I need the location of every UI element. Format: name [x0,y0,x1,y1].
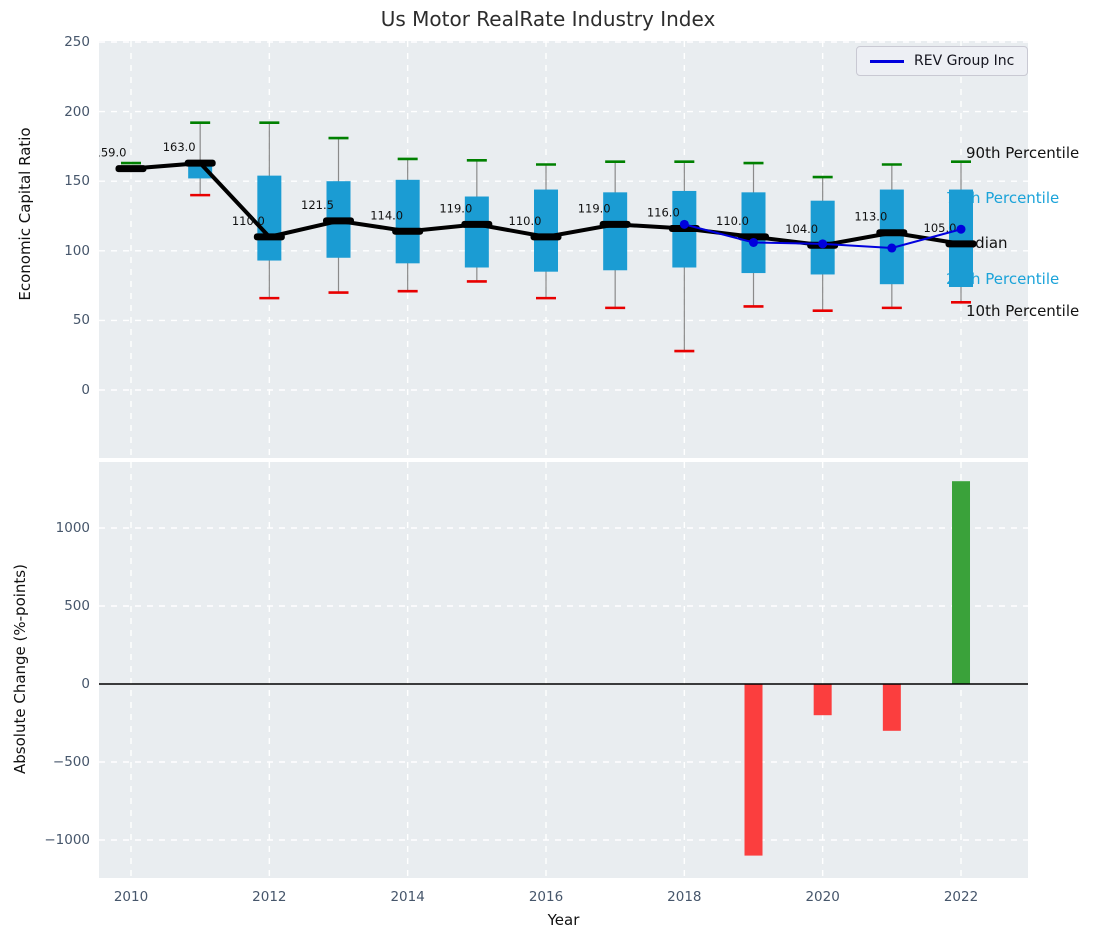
annotation-75th-percentile: 75th Percentile [946,189,1060,207]
legend-label: REV Group Inc [914,53,1015,69]
x-axis-label: Year [547,911,580,929]
median-value-label-2014: 114.0 [370,208,403,222]
median-value-label-2021: 113.0 [854,210,887,224]
median-dash-2011 [184,159,216,167]
rev-group-point-2021 [887,243,897,253]
rev-group-point-2019 [749,237,759,247]
change-bar-2022 [952,481,971,684]
top-y-tick-100: 100 [64,242,90,259]
median-dash-2014 [392,227,424,235]
median-dash-2021 [876,229,908,237]
bottom-plot-background [99,462,1028,878]
iqr-box-2019 [741,192,766,274]
median-value-label-2011: 163.0 [163,140,196,154]
rev-group-point-2022 [956,224,966,234]
median-value-label-2010: 159.0 [99,146,126,160]
median-dash-2010 [115,165,147,173]
top-y-tick-0: 0 [81,382,90,398]
median-dash-2012 [253,233,285,241]
annotation-90th-percentile: 90th Percentile [966,144,1080,162]
annotation-10th-percentile: 10th Percentile [966,302,1080,320]
median-dash-2022 [945,240,977,248]
iqr-box-2022 [949,189,974,287]
iqr-box-2016 [534,189,559,272]
rev-group-point-2020 [818,239,828,249]
x-tick-2016: 2016 [528,889,564,905]
top-plot: 159.0 163.0 110.0 121.5 114.0 119.0 110.0 119.0… [99,41,1028,458]
x-tick-2022: 2022 [943,889,979,905]
median-value-label-2012: 110.0 [232,214,265,228]
iqr-box-2014 [395,179,420,264]
median-value-label-2019: 110.0 [716,214,749,228]
iqr-box-2020 [810,200,835,275]
rev-group-point-2018 [679,219,689,229]
legend: REV Group Inc [856,46,1029,76]
bottom-y-tick-0: 0 [81,676,90,692]
median-value-label-2017: 119.0 [578,201,611,215]
x-tick-2012: 2012 [252,889,287,905]
iqr-box-2017 [603,192,628,271]
x-tick-2014: 2014 [390,889,425,905]
median-value-label-2020: 104.0 [785,222,818,236]
chart-title: Us Motor RealRate Industry Index [380,7,716,31]
median-value-label-2018: 116.0 [647,206,680,220]
median-dash-2013 [323,217,355,225]
median-dash-2017 [599,220,631,228]
bottom-y-tick-500: 500 [64,598,90,614]
top-y-tick-50: 50 [72,312,90,329]
median-value-label-2015: 119.0 [439,201,472,215]
change-bar-2019 [744,684,763,856]
top-y-tick-250: 250 [64,34,90,50]
median-dash-2016 [530,233,562,241]
bottom-y-tick--1000: −1000 [44,832,90,848]
x-tick-2018: 2018 [667,889,702,905]
bottom-y-tick--500: −500 [52,754,90,770]
legend-line-sample [870,59,904,63]
iqr-box-2012 [257,175,282,261]
bottom-plot [99,462,1028,878]
top-plot-background [99,41,1028,458]
x-tick-2020: 2020 [805,889,840,905]
median-value-label-2013: 121.5 [301,198,334,212]
median-dash-2015 [461,220,493,228]
x-tick-2010: 2010 [113,889,149,905]
change-bar-2020 [813,684,832,716]
iqr-box-2021 [879,189,904,285]
median-dash-2019 [738,233,770,241]
change-bar-2021 [882,684,901,731]
median-value-label-2022: 105.0 [924,221,957,235]
bottom-y-tick-1000: 1000 [55,520,90,536]
top-y-tick-150: 150 [64,173,90,190]
bottom-y-axis-label: Absolute Change (%-points) [11,564,29,774]
iqr-box-2015 [464,196,489,268]
top-y-tick-200: 200 [64,103,90,120]
annotation-25th-percentile: 25th Percentile [946,270,1060,288]
median-value-label-2016: 110.0 [509,214,542,228]
